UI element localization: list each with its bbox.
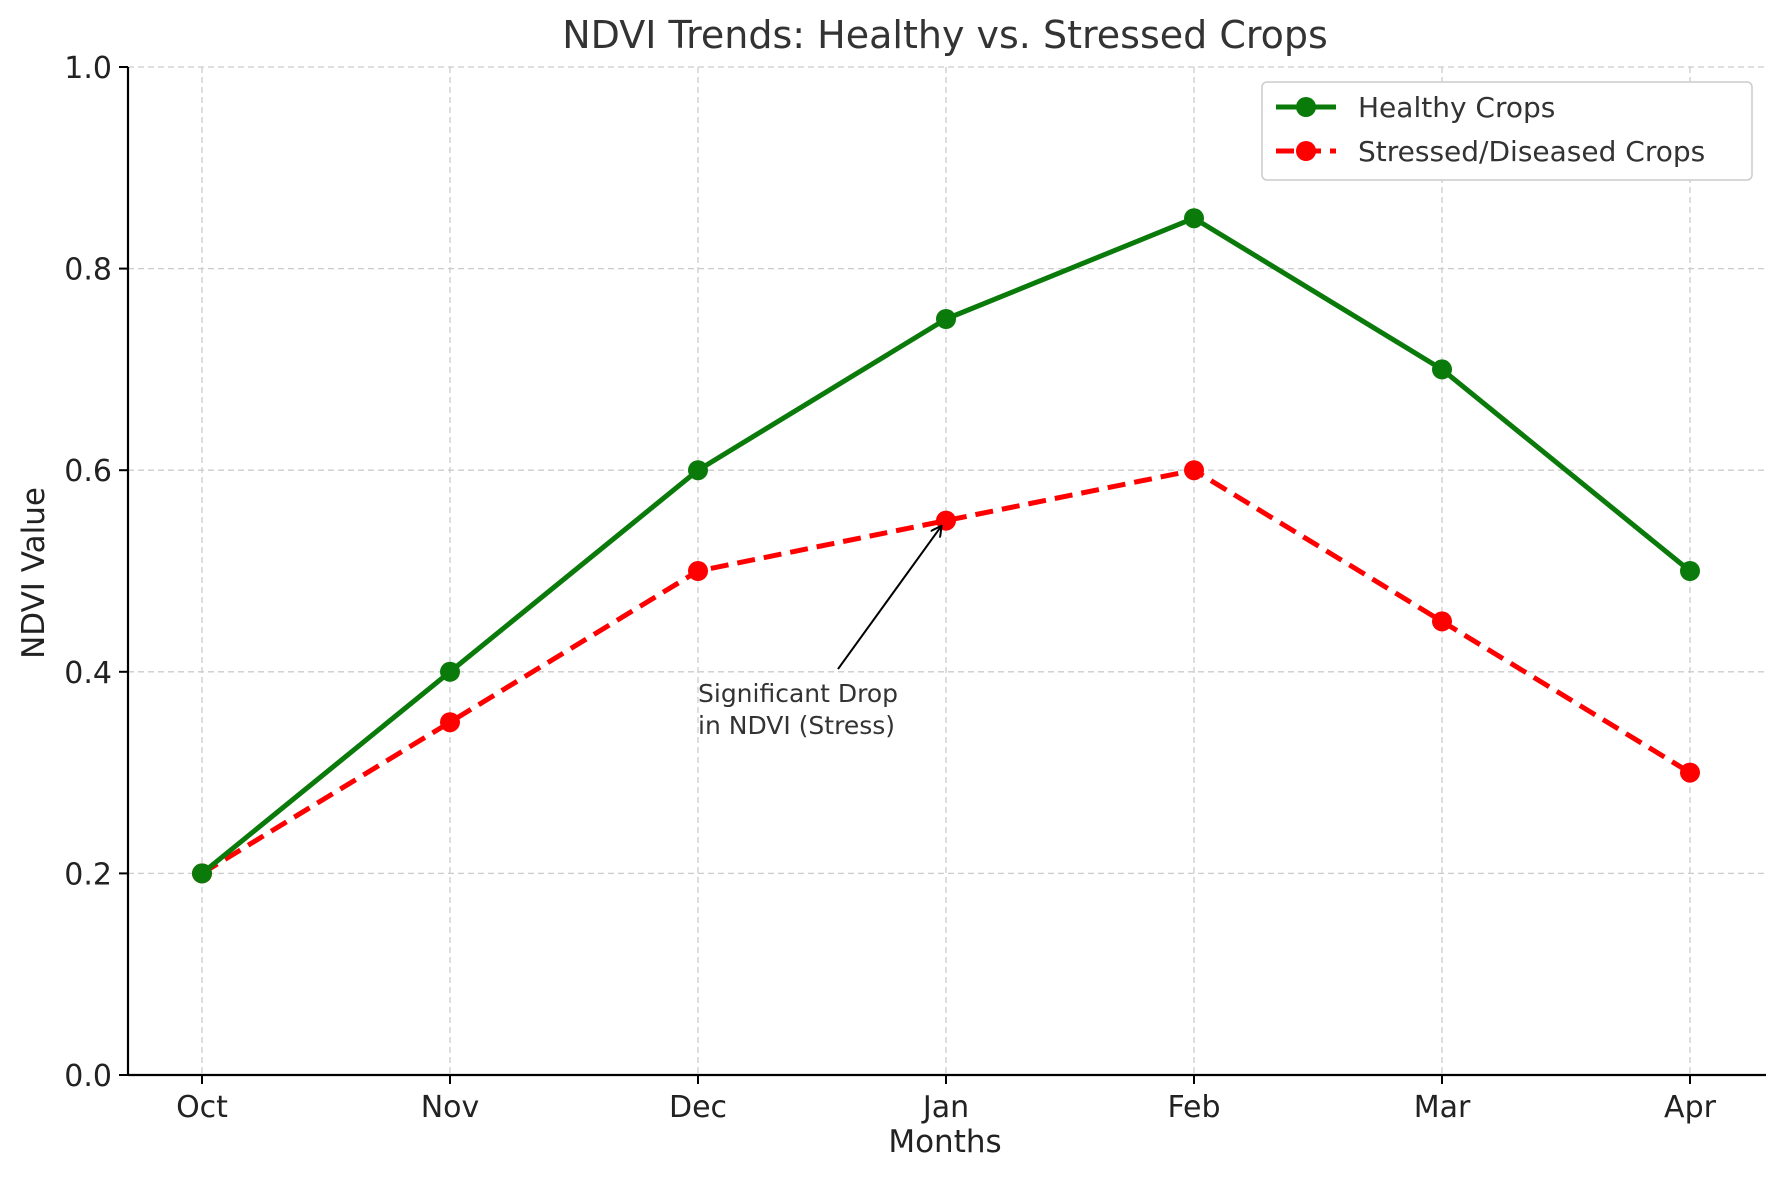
x-tick-label: Jan: [921, 1090, 969, 1125]
legend-label: Healthy Crops: [1358, 91, 1555, 124]
axes: [119, 66, 1766, 1084]
data-point: [936, 510, 956, 531]
data-point: [192, 863, 212, 884]
data-point: [1432, 359, 1452, 380]
x-tick-label: Apr: [1664, 1090, 1717, 1125]
data-point: [440, 661, 460, 682]
data-point: [688, 460, 708, 481]
annotation: Significant Drop in NDVI (Stress): [698, 527, 941, 740]
legend-label: Stressed/Diseased Crops: [1358, 135, 1705, 168]
chart-title: NDVI Trends: Healthy vs. Stressed Crops: [562, 13, 1328, 57]
y-axis-label: NDVI Value: [16, 487, 52, 659]
y-tick-label: 0.0: [64, 1059, 112, 1094]
x-axis-label: Months: [888, 1124, 1001, 1160]
y-tick-label: 0.8: [64, 253, 112, 288]
data-point: [1680, 561, 1700, 581]
data-point: [440, 712, 460, 733]
x-tick-label: Nov: [421, 1090, 480, 1125]
x-tick-label: Dec: [669, 1090, 727, 1125]
series-healthy-crops: [192, 208, 1700, 884]
grid-lines: [128, 66, 1766, 1076]
series-layer: [192, 208, 1700, 884]
x-tick-label: Mar: [1414, 1090, 1471, 1125]
annotation-text: Significant Drop: [698, 679, 898, 708]
y-tick-label: 0.2: [64, 857, 112, 892]
x-tick-labels: Oct Nov Dec Jan Feb Mar Apr: [176, 1090, 1717, 1125]
data-point: [1680, 762, 1700, 783]
data-point: [688, 561, 708, 581]
x-tick-label: Feb: [1167, 1090, 1220, 1125]
y-tick-labels: 0.0 0.2 0.4 0.6 0.8 1.0: [64, 51, 112, 1094]
legend-item: Healthy Crops: [1276, 91, 1555, 124]
data-point: [1184, 208, 1204, 229]
legend-marker: [1296, 141, 1316, 161]
legend-item: Stressed/Diseased Crops: [1276, 135, 1705, 168]
y-tick-label: 0.4: [64, 656, 112, 691]
y-tick-label: 0.6: [64, 454, 112, 489]
data-point: [936, 309, 956, 329]
legend-box: [1261, 81, 1753, 181]
x-tick-label: Oct: [176, 1090, 228, 1125]
data-point: [1432, 611, 1452, 632]
legend: Healthy Crops Stressed/Diseased Crops: [1261, 81, 1753, 181]
data-point: [1184, 460, 1204, 481]
annotation-arrow: [837, 527, 941, 670]
legend-marker: [1296, 97, 1316, 117]
annotation-text: in NDVI (Stress): [698, 711, 895, 740]
y-tick-label: 1.0: [64, 51, 112, 86]
